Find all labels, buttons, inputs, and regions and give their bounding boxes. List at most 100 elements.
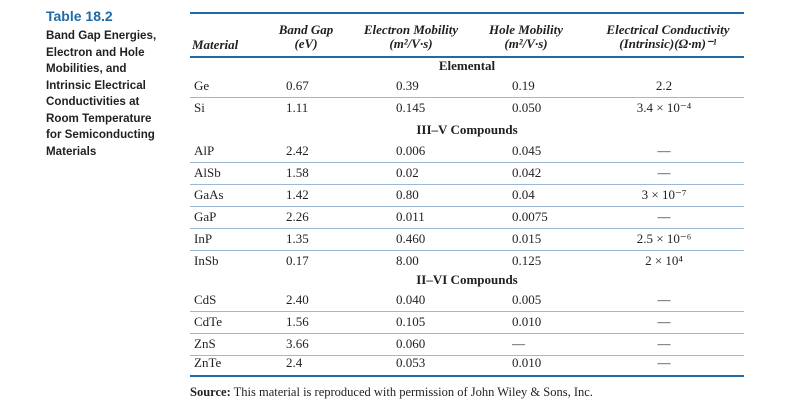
cell-hole-mobility: 0.005 (512, 292, 542, 307)
cell-band-gap: 2.4 (286, 355, 303, 370)
cell-material: GaAs (194, 187, 224, 202)
table-row: CdS 2.40 0.040 0.005 — (190, 290, 744, 312)
cell-band-gap: 3.66 (286, 336, 309, 351)
cell-electron-mobility: 0.460 (396, 231, 426, 246)
cell-conductivity: — (657, 165, 671, 180)
cell-band-gap: 1.11 (286, 100, 309, 115)
cell-material: Si (194, 100, 205, 115)
cell-band-gap: 1.56 (286, 314, 309, 329)
cell-electron-mobility: 0.053 (396, 355, 426, 370)
table-row: InP 1.35 0.460 0.015 2.5 × 10⁻⁶ (190, 229, 744, 251)
cell-band-gap: 2.26 (286, 209, 309, 224)
header-line: Band Gap (278, 22, 334, 37)
caption-line: Intrinsic Electrical (46, 78, 146, 92)
cell-material: Ge (194, 78, 210, 93)
caption-line: Electron and Hole (46, 45, 145, 59)
table-row: Si 1.11 0.145 0.050 3.4 × 10⁻⁴ (190, 98, 744, 120)
cell-electron-mobility: 0.145 (396, 100, 426, 115)
cell-material: InP (194, 231, 213, 246)
section-title: II–VI Compounds (416, 272, 518, 287)
cell-electron-mobility: 0.02 (396, 165, 419, 180)
cell-band-gap: 1.35 (286, 231, 309, 246)
table-row: ZnTe 2.4 0.053 0.010 — (190, 353, 744, 375)
cell-electron-mobility: 0.80 (396, 187, 419, 202)
cell-conductivity: — (657, 336, 671, 351)
cell-hole-mobility: 0.04 (512, 187, 535, 202)
caption-line: Materials (46, 144, 97, 158)
cell-hole-mobility: 0.045 (512, 143, 542, 158)
cell-electron-mobility: 0.006 (396, 143, 426, 158)
row-divider (190, 228, 744, 229)
cell-material: ZnS (194, 336, 216, 351)
cell-band-gap: 2.40 (286, 292, 309, 307)
source-note: Source: This material is reproduced with… (190, 385, 593, 400)
caption-line: Mobilities, and (46, 62, 127, 75)
table-row: GaP 2.26 0.011 0.0075 — (190, 207, 744, 229)
cell-conductivity: 2 × 10⁴ (645, 253, 683, 268)
header-band-gap: Band Gap (eV) (264, 23, 348, 51)
cell-hole-mobility: 0.015 (512, 231, 542, 246)
cell-electron-mobility: 0.39 (396, 78, 419, 93)
row-divider (190, 206, 744, 207)
cell-band-gap: 1.58 (286, 165, 309, 180)
header-line: (eV) (294, 36, 318, 51)
table-row: AlP 2.42 0.006 0.045 — (190, 141, 744, 163)
cell-conductivity: — (657, 314, 671, 329)
cell-electron-mobility: 0.011 (396, 209, 425, 224)
table-row: ZnS 3.66 0.060 — — (190, 334, 744, 356)
cell-material: CdTe (194, 314, 222, 329)
row-divider (190, 250, 744, 251)
section-title: Elemental (438, 58, 496, 73)
cell-material: ZnTe (194, 355, 222, 370)
table-top-rule (190, 12, 744, 14)
cell-hole-mobility: 0.042 (512, 165, 542, 180)
cell-material: InSb (194, 253, 219, 268)
section-title: III–V Compounds (416, 122, 518, 137)
row-divider (190, 162, 744, 163)
caption-line: Conductivities at (46, 95, 140, 108)
source-text: This material is reproduced with permiss… (230, 385, 593, 399)
header-hole-mobility: Hole Mobility (m²/V·s) (474, 23, 578, 51)
cell-conductivity: — (657, 209, 671, 224)
header-line: (m²/V·s) (504, 36, 548, 51)
cell-hole-mobility: 0.010 (512, 314, 542, 329)
header-line: Electron Mobility (363, 22, 459, 37)
cell-hole-mobility: 0.19 (512, 78, 535, 93)
header-electron-mobility: Electron Mobility (m²/V·s) (346, 23, 476, 51)
cell-electron-mobility: 0.040 (396, 292, 426, 307)
cell-material: AlSb (194, 165, 221, 180)
row-divider (190, 184, 744, 185)
cell-material: CdS (194, 292, 217, 307)
cell-hole-mobility: — (512, 336, 525, 351)
cell-conductivity: — (657, 143, 671, 158)
header-material: Material (192, 37, 239, 52)
header-line: (Intrinsic)(Ω·m)⁻¹ (619, 36, 717, 51)
table-row: AlSb 1.58 0.02 0.042 — (190, 163, 744, 185)
cell-hole-mobility: 0.0075 (512, 209, 548, 224)
cell-hole-mobility: 0.125 (512, 253, 542, 268)
cell-band-gap: 1.42 (286, 187, 309, 202)
cell-conductivity: 3 × 10⁻⁷ (641, 187, 687, 202)
caption-line: for Semiconducting (46, 128, 155, 141)
cell-band-gap: 0.67 (286, 78, 309, 93)
table-caption: Table 18.2 Band Gap Energies, Electron a… (46, 8, 180, 160)
cell-band-gap: 0.17 (286, 253, 309, 268)
cell-material: GaP (194, 209, 217, 224)
row-divider (190, 97, 744, 98)
row-divider (190, 333, 744, 334)
header-conductivity: Electrical Conductivity (Intrinsic)(Ω·m)… (588, 23, 748, 51)
cell-electron-mobility: 0.060 (396, 336, 426, 351)
cell-band-gap: 2.42 (286, 143, 309, 158)
cell-conductivity: — (657, 355, 671, 370)
cell-hole-mobility: 0.010 (512, 355, 542, 370)
row-divider (190, 355, 744, 356)
header-line: (m²/V·s) (389, 36, 433, 51)
cell-conductivity: 2.5 × 10⁻⁶ (636, 231, 692, 246)
cell-conductivity: 2.2 (655, 78, 673, 93)
caption-line: Room Temperature (46, 111, 152, 125)
cell-conductivity: — (657, 292, 671, 307)
table-header-rule (190, 56, 744, 58)
table-row: InSb 0.17 8.00 0.125 2 × 10⁴ (190, 251, 744, 273)
table-row: CdTe 1.56 0.105 0.010 — (190, 312, 744, 334)
source-label: Source: (190, 385, 231, 399)
